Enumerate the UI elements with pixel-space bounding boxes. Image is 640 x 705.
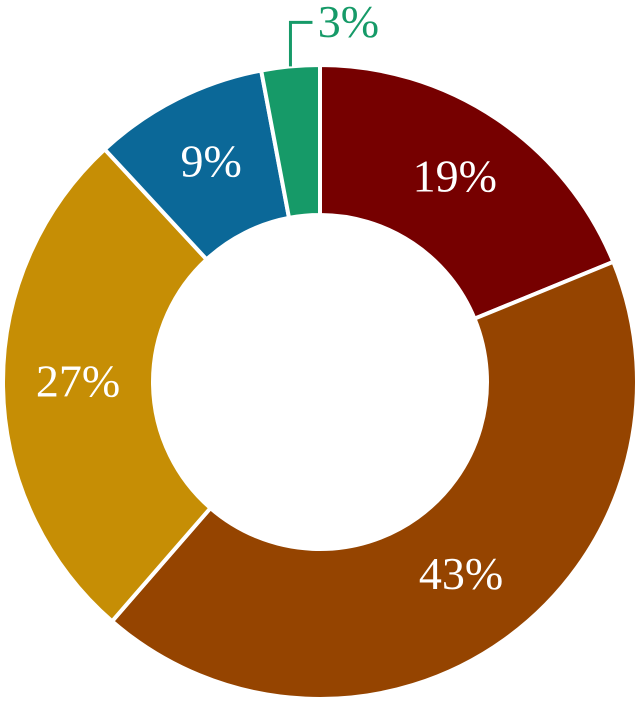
donut-slice <box>258 62 322 221</box>
donut-slice <box>109 259 639 701</box>
value-label: 27% <box>36 355 120 406</box>
leader-line <box>288 20 313 67</box>
value-label: 43% <box>419 548 503 599</box>
value-label: 19% <box>413 151 497 202</box>
donut-slice <box>1 146 214 625</box>
donut-slice <box>318 62 616 322</box>
value-label: 3% <box>318 0 379 47</box>
value-label: 9% <box>180 135 241 186</box>
